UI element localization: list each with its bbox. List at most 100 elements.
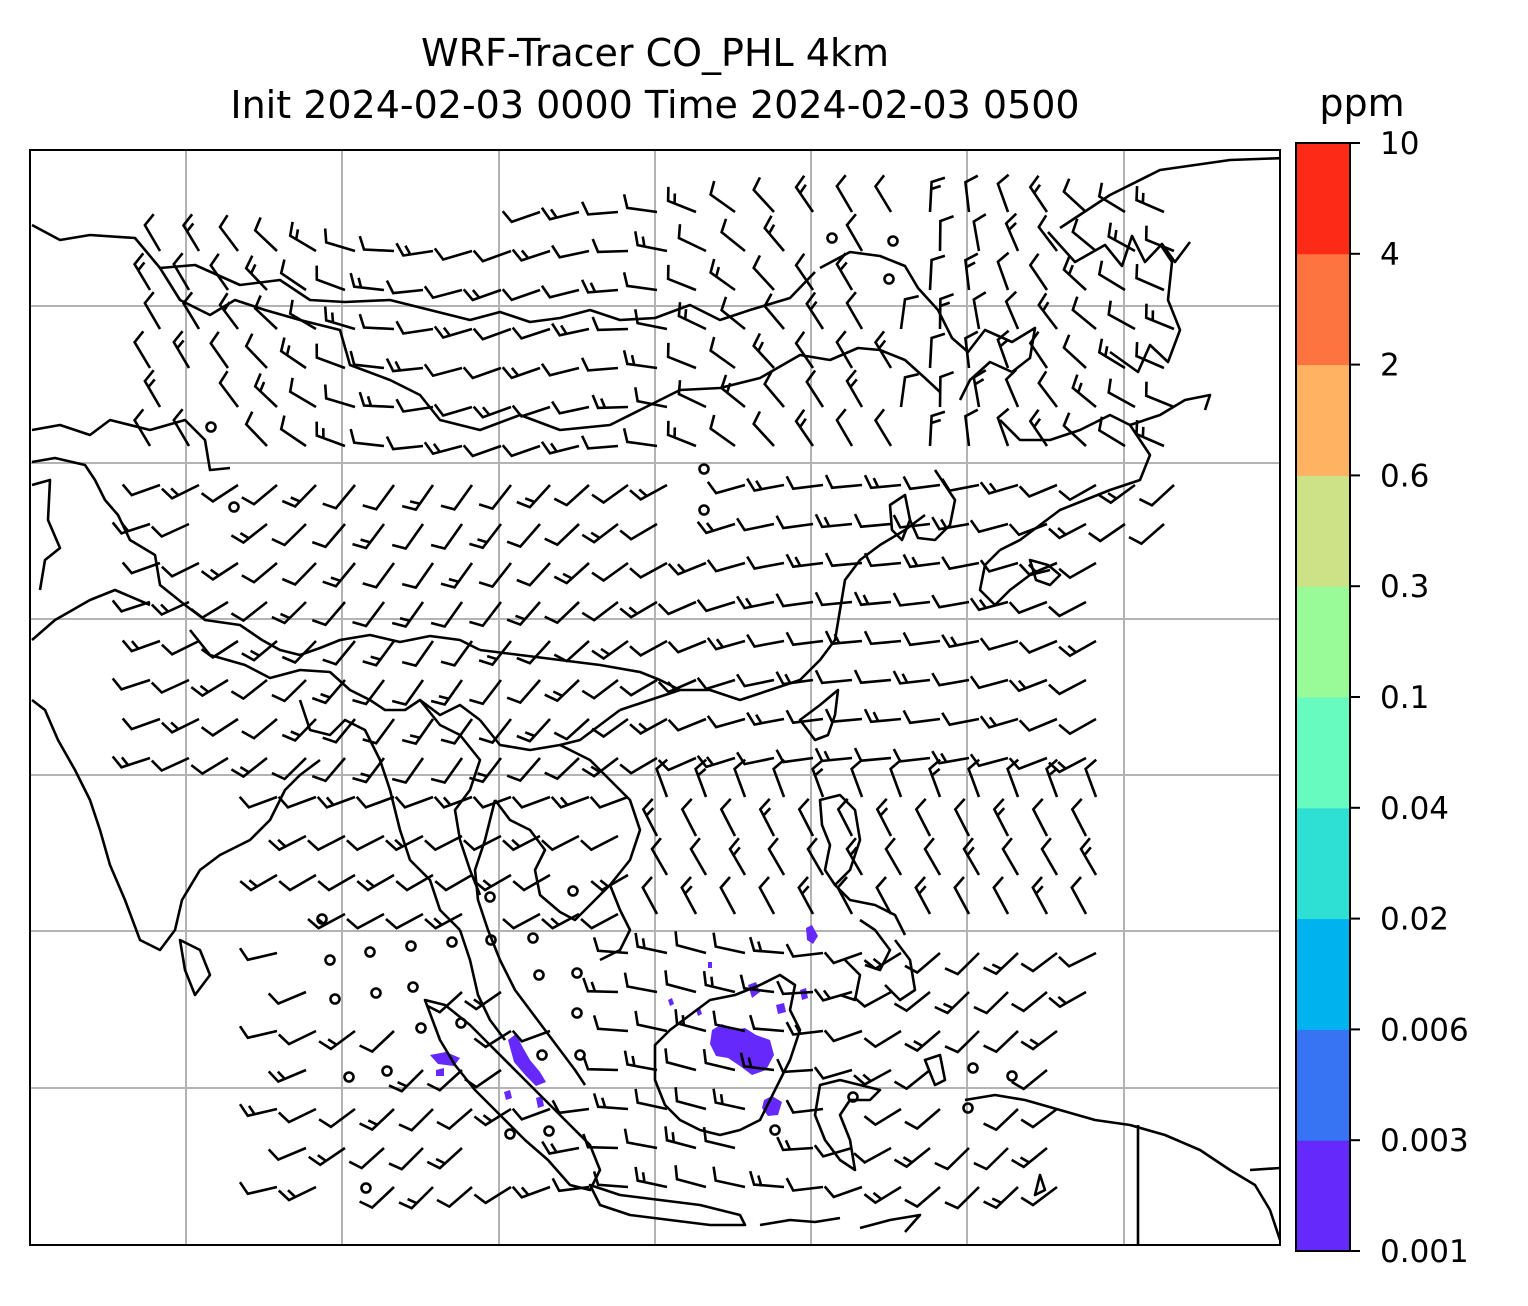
wind-barb bbox=[349, 350, 385, 370]
wind-barb bbox=[111, 521, 151, 535]
wind-barb bbox=[388, 1147, 424, 1171]
wind-barb bbox=[992, 798, 1010, 837]
wind-barb bbox=[674, 1009, 707, 1033]
wind-barb bbox=[696, 755, 736, 769]
wind-barb bbox=[992, 876, 1010, 915]
wind-barb bbox=[436, 1108, 473, 1131]
calm-circle bbox=[360, 1182, 372, 1194]
wind-barb bbox=[395, 320, 434, 335]
wind-barb bbox=[1062, 412, 1087, 447]
wind-barb bbox=[462, 444, 502, 458]
wind-barb bbox=[348, 1147, 385, 1170]
wind-barb bbox=[322, 484, 357, 510]
wind-barb bbox=[267, 1068, 307, 1084]
wind-barb bbox=[362, 640, 396, 667]
wind-barb bbox=[511, 248, 551, 262]
calm-circle bbox=[769, 1124, 781, 1136]
wind-barb bbox=[712, 1088, 746, 1111]
wind-barb bbox=[323, 384, 356, 409]
colorbar-segment bbox=[1296, 364, 1350, 476]
wind-barb bbox=[478, 484, 513, 511]
wind-barb bbox=[814, 513, 853, 529]
wind-barb bbox=[814, 747, 853, 763]
wind-barb bbox=[322, 718, 357, 744]
calm-circle bbox=[228, 501, 240, 513]
wind-barb bbox=[253, 216, 278, 252]
wind-barb bbox=[440, 718, 474, 745]
wind-barb bbox=[1138, 484, 1175, 507]
wind-barb bbox=[1020, 1185, 1058, 1207]
wind-barb bbox=[1008, 600, 1048, 615]
wind-barb bbox=[893, 1068, 931, 1091]
wind-barb bbox=[835, 330, 854, 369]
wind-barb bbox=[553, 718, 590, 741]
colorbar-segment bbox=[1296, 475, 1350, 587]
wind-barb bbox=[1048, 600, 1087, 618]
wind-barb bbox=[516, 484, 551, 509]
wind-barb bbox=[143, 291, 162, 330]
wind-barb bbox=[582, 1055, 619, 1072]
wind-barb bbox=[230, 756, 268, 779]
wind-barb bbox=[190, 678, 229, 698]
colorbar-tick-label: 0.3 bbox=[1380, 569, 1429, 605]
wind-barb bbox=[511, 795, 551, 809]
wind-barb bbox=[863, 474, 902, 490]
wind-barb bbox=[1037, 214, 1059, 252]
wind-barb bbox=[267, 990, 307, 1006]
wind-barb bbox=[239, 873, 278, 892]
wind-barb bbox=[440, 562, 474, 589]
wind-barb bbox=[423, 285, 463, 300]
wind-barb bbox=[709, 258, 736, 292]
wind-barb bbox=[836, 798, 854, 837]
wind-barb bbox=[209, 253, 230, 291]
wind-barb bbox=[385, 358, 424, 373]
wind-barb bbox=[983, 1108, 1019, 1132]
wind-barb bbox=[763, 215, 785, 252]
wind-barb bbox=[473, 1107, 512, 1127]
wind-barb bbox=[758, 876, 776, 915]
wind-barb bbox=[150, 600, 190, 617]
wind-barb bbox=[516, 718, 551, 743]
wind-barb bbox=[1062, 256, 1087, 291]
wind-barb bbox=[553, 484, 590, 507]
wind-barb bbox=[581, 678, 619, 700]
wind-barb bbox=[1031, 798, 1049, 837]
wind-barb bbox=[478, 718, 513, 745]
wind-barb bbox=[941, 556, 980, 571]
wind-barb bbox=[1107, 222, 1136, 253]
calm-circle bbox=[504, 1128, 516, 1140]
calm-circle bbox=[698, 504, 710, 516]
wind-barb bbox=[358, 391, 395, 409]
calm-circle bbox=[455, 1017, 467, 1029]
wind-barb bbox=[811, 758, 825, 798]
wind-barb bbox=[121, 561, 161, 575]
wind-barb bbox=[346, 912, 385, 930]
wind-barb bbox=[238, 795, 278, 809]
calm-circle bbox=[324, 954, 336, 966]
wind-barb bbox=[720, 296, 746, 331]
wind-barb bbox=[941, 634, 980, 649]
wind-barb bbox=[241, 640, 278, 662]
wind-barb bbox=[433, 403, 473, 418]
wind-barb bbox=[746, 633, 785, 648]
wind-barb bbox=[752, 332, 775, 369]
wind-barb bbox=[667, 717, 707, 732]
wind-barb bbox=[244, 411, 268, 447]
calm-circle bbox=[484, 891, 496, 903]
wind-barb bbox=[398, 1108, 434, 1132]
wind-barb bbox=[736, 517, 775, 532]
wind-barb bbox=[664, 1126, 697, 1150]
wind-barb bbox=[667, 639, 707, 654]
wind-barb bbox=[674, 931, 707, 955]
wind-barb bbox=[813, 1144, 853, 1158]
wind-barb bbox=[892, 514, 931, 529]
wind-barb bbox=[1128, 523, 1165, 546]
wind-barb bbox=[424, 834, 463, 852]
wind-barb bbox=[996, 407, 1010, 447]
wind-barb bbox=[318, 1107, 356, 1129]
wind-barb bbox=[785, 1021, 824, 1036]
wind-barb bbox=[983, 952, 1019, 976]
wind-barb bbox=[358, 235, 395, 253]
wind-barb bbox=[172, 252, 191, 291]
wind-barb bbox=[931, 516, 970, 531]
